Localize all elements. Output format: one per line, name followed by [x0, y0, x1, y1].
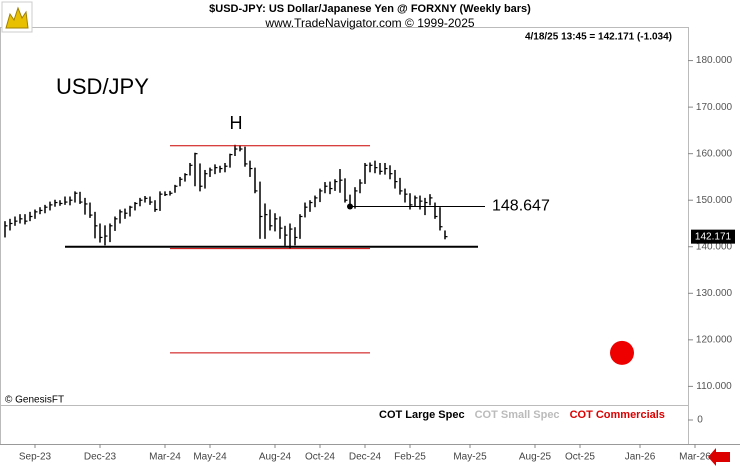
y-tick-label: 110.000	[696, 381, 732, 392]
level-anchor	[347, 203, 353, 210]
marker-dot	[610, 340, 634, 365]
y-tick-label: 130.000	[696, 288, 733, 299]
x-tick-label: Jan-26	[625, 452, 656, 463]
symbol-label: USD/JPY	[56, 74, 149, 99]
x-tick-label: May-24	[193, 452, 227, 463]
x-tick-label: Feb-25	[394, 452, 426, 463]
y-tick-label: 170.000	[696, 102, 733, 113]
legend-entry: COT Large Spec	[379, 409, 465, 421]
level-label: 148.647	[492, 198, 550, 215]
x-tick-label: Oct-24	[305, 452, 335, 463]
chart-title: $USD-JPY: US Dollar/Japanese Yen @ FORXN…	[209, 3, 531, 15]
legend-entry: COT Small Spec	[475, 409, 560, 421]
scroll-arrow[interactable]	[708, 448, 730, 466]
quote: 4/18/25 13:45 = 142.171 (-1.034)	[525, 32, 672, 43]
y-tick-label: 180.000	[696, 55, 733, 66]
cot-y-tick-label: 0	[697, 415, 703, 426]
x-tick-label: May-25	[453, 452, 487, 463]
x-tick-label: Mar-24	[149, 452, 181, 463]
x-tick-label: Mar-26	[679, 452, 711, 463]
legend-entry: COT Commercials	[570, 409, 665, 421]
chart-subtitle: www.TradeNavigator.com © 1999-2025	[264, 16, 474, 30]
x-tick-label: Aug-25	[519, 452, 552, 463]
copyright: © GenesisFT	[5, 395, 64, 406]
logo	[1, 1, 33, 33]
last-price-label: 142.171	[695, 231, 732, 242]
x-tick-label: Oct-25	[565, 452, 595, 463]
y-tick-label: 120.000	[696, 334, 733, 345]
x-tick-label: Sep-23	[19, 452, 52, 463]
x-tick-label: Aug-24	[259, 452, 292, 463]
pattern-label: H	[230, 113, 243, 133]
x-tick-label: Dec-23	[84, 452, 117, 463]
y-tick-label: 160.000	[696, 148, 733, 159]
y-tick-label: 140.000	[696, 241, 733, 252]
y-tick-label: 150.000	[696, 195, 733, 206]
x-tick-label: Dec-24	[349, 452, 382, 463]
last-price-box	[691, 229, 735, 244]
